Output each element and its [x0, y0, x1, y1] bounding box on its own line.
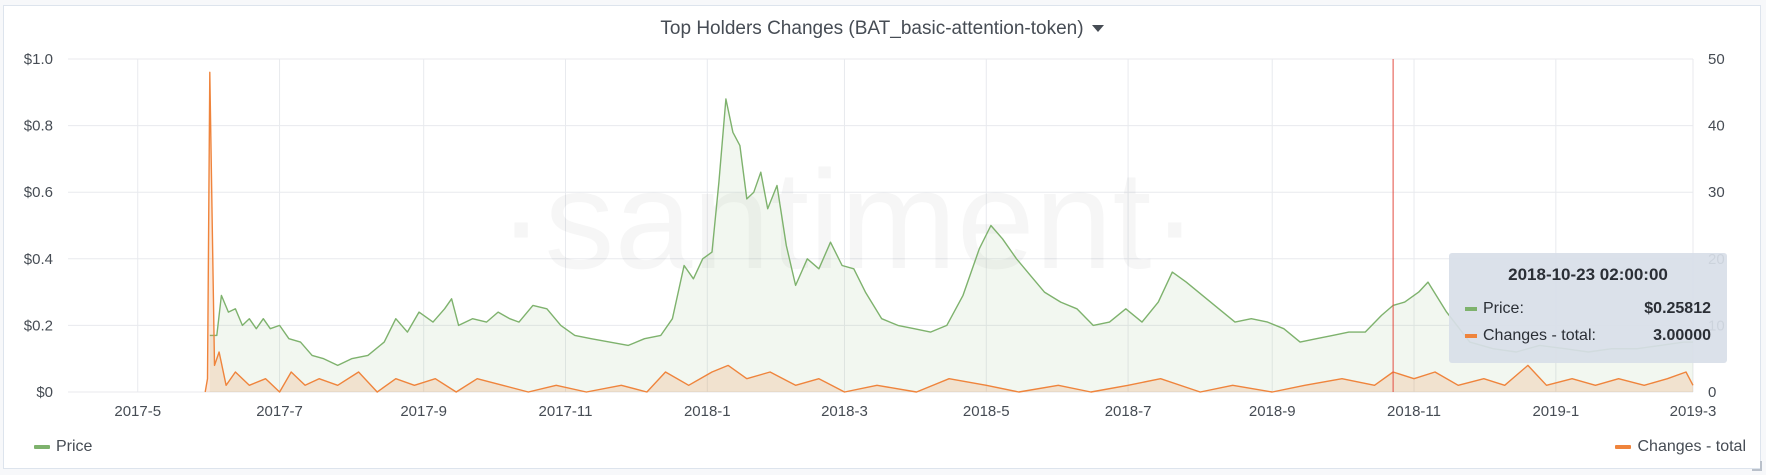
x-tick-label: 2019-3	[1670, 403, 1717, 420]
x-tick-label: 2018-5	[963, 403, 1010, 420]
x-tick-label: 2018-1	[684, 403, 731, 420]
y-left-tick-label: $0.2	[24, 317, 53, 334]
tooltip: 2018-10-23 02:00:00 Price: $0.25812 Chan…	[1449, 253, 1727, 363]
y-right-tick-label: 50	[1708, 51, 1725, 68]
y-left-tick-label: $1.0	[24, 51, 53, 68]
price-legend-swatch-icon	[34, 445, 50, 449]
series-line-price	[209, 98, 1693, 367]
y-right-tick-label: 30	[1708, 184, 1725, 201]
y-left-tick-label: $0.4	[24, 251, 53, 268]
price-swatch-icon	[1465, 306, 1477, 311]
tooltip-price-value: $0.25812	[1644, 299, 1711, 317]
tooltip-changes-label: Changes - total:	[1483, 326, 1596, 344]
grid	[68, 58, 1694, 393]
tooltip-price-label: Price:	[1483, 299, 1524, 317]
panel-title: Top Holders Changes (BAT_basic-attention…	[660, 18, 1084, 39]
panel-title-menu[interactable]: Top Holders Changes (BAT_basic-attention…	[4, 18, 1760, 40]
legend-item-price[interactable]: Price	[34, 438, 92, 456]
x-tick-label: 2018-3	[821, 403, 868, 420]
tooltip-date: 2018-10-23 02:00:00	[1508, 265, 1668, 284]
tooltip-row-changes: Changes - total: 3.00000	[1465, 322, 1711, 349]
x-tick-label: 2019-1	[1532, 403, 1579, 420]
y-left-tick-label: $0	[36, 384, 53, 401]
tooltip-row-price: Price: $0.25812	[1465, 295, 1711, 322]
y-right-tick-label: 0	[1708, 384, 1716, 401]
changes-legend-swatch-icon	[1615, 445, 1632, 449]
x-tick-label: 2017-11	[539, 403, 593, 420]
tooltip-changes-value: 3.00000	[1653, 326, 1711, 344]
x-tick-label: 2018-7	[1105, 403, 1152, 420]
x-tick-label: 2018-11	[1387, 403, 1441, 420]
legend-item-changes[interactable]: Changes - total	[1615, 438, 1746, 456]
y-left-tick-label: $0.8	[24, 118, 53, 135]
caret-down-icon[interactable]	[1091, 25, 1104, 33]
y-left-tick-label: $0.6	[24, 184, 53, 201]
x-tick-label: 2017-5	[114, 403, 161, 420]
series-line-changes-total	[204, 71, 1694, 393]
y-right-tick-label: 40	[1708, 118, 1725, 135]
legend-changes-label: Changes - total	[1637, 438, 1746, 455]
x-tick-label: 2017-9	[400, 403, 447, 420]
resize-handle[interactable]	[1752, 461, 1762, 471]
x-tick-label: 2018-9	[1249, 403, 1296, 420]
x-tick-label: 2017-7	[256, 403, 303, 420]
legend-price-label: Price	[56, 438, 93, 455]
changes-swatch-icon	[1465, 333, 1477, 338]
